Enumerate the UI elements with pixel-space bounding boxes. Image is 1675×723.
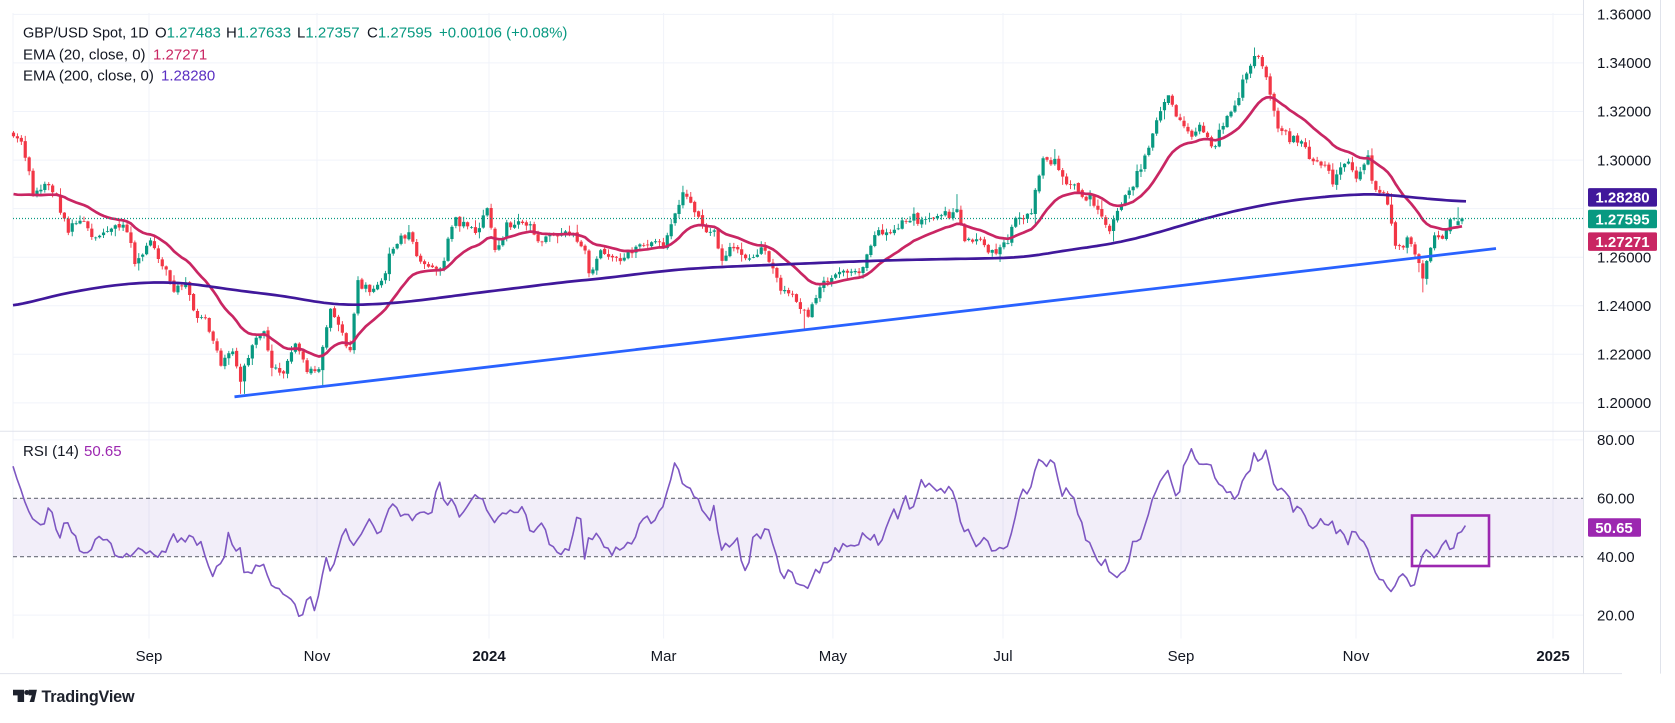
svg-text:2024: 2024 <box>472 648 506 665</box>
svg-text:1.20000: 1.20000 <box>1597 395 1651 412</box>
svg-text:EMA (200, close, 0): EMA (200, close, 0) <box>23 68 154 85</box>
svg-text:Mar: Mar <box>651 648 677 665</box>
svg-text:1.36000: 1.36000 <box>1597 7 1651 24</box>
svg-text:2025: 2025 <box>1536 648 1569 665</box>
svg-text:Jul: Jul <box>993 648 1012 665</box>
svg-text:TradingView: TradingView <box>42 688 135 706</box>
svg-text:1.30000: 1.30000 <box>1597 152 1651 169</box>
svg-text:1.24000: 1.24000 <box>1597 298 1651 315</box>
svg-text:1.32000: 1.32000 <box>1597 104 1651 121</box>
svg-text:60.00: 60.00 <box>1597 491 1635 508</box>
svg-text:May: May <box>819 648 848 665</box>
svg-text:50.65: 50.65 <box>1595 520 1633 537</box>
svg-text:1.27271: 1.27271 <box>153 47 207 64</box>
svg-text:Nov: Nov <box>1343 648 1370 665</box>
svg-text:1.28280: 1.28280 <box>161 68 215 85</box>
svg-text:50.65: 50.65 <box>84 443 122 460</box>
svg-text:Nov: Nov <box>304 648 331 665</box>
svg-text:Sep: Sep <box>136 648 163 665</box>
svg-text:1.26000: 1.26000 <box>1597 249 1651 266</box>
svg-text:40.00: 40.00 <box>1597 549 1635 566</box>
svg-text:1.28280: 1.28280 <box>1595 190 1649 207</box>
svg-text:1.27271: 1.27271 <box>1595 234 1649 251</box>
svg-text:80.00: 80.00 <box>1597 432 1635 449</box>
svg-text:1.27595: 1.27595 <box>1595 211 1649 228</box>
svg-text:RSI (14): RSI (14) <box>23 443 79 460</box>
svg-text:EMA (20, close, 0): EMA (20, close, 0) <box>23 47 146 64</box>
svg-text:GBP/USD Spot, 1D: GBP/USD Spot, 1D <box>23 26 149 42</box>
svg-text:20.00: 20.00 <box>1597 607 1635 624</box>
svg-text:1.34000: 1.34000 <box>1597 55 1651 72</box>
svg-text:1.22000: 1.22000 <box>1597 347 1651 364</box>
svg-text:Sep: Sep <box>1168 648 1195 665</box>
